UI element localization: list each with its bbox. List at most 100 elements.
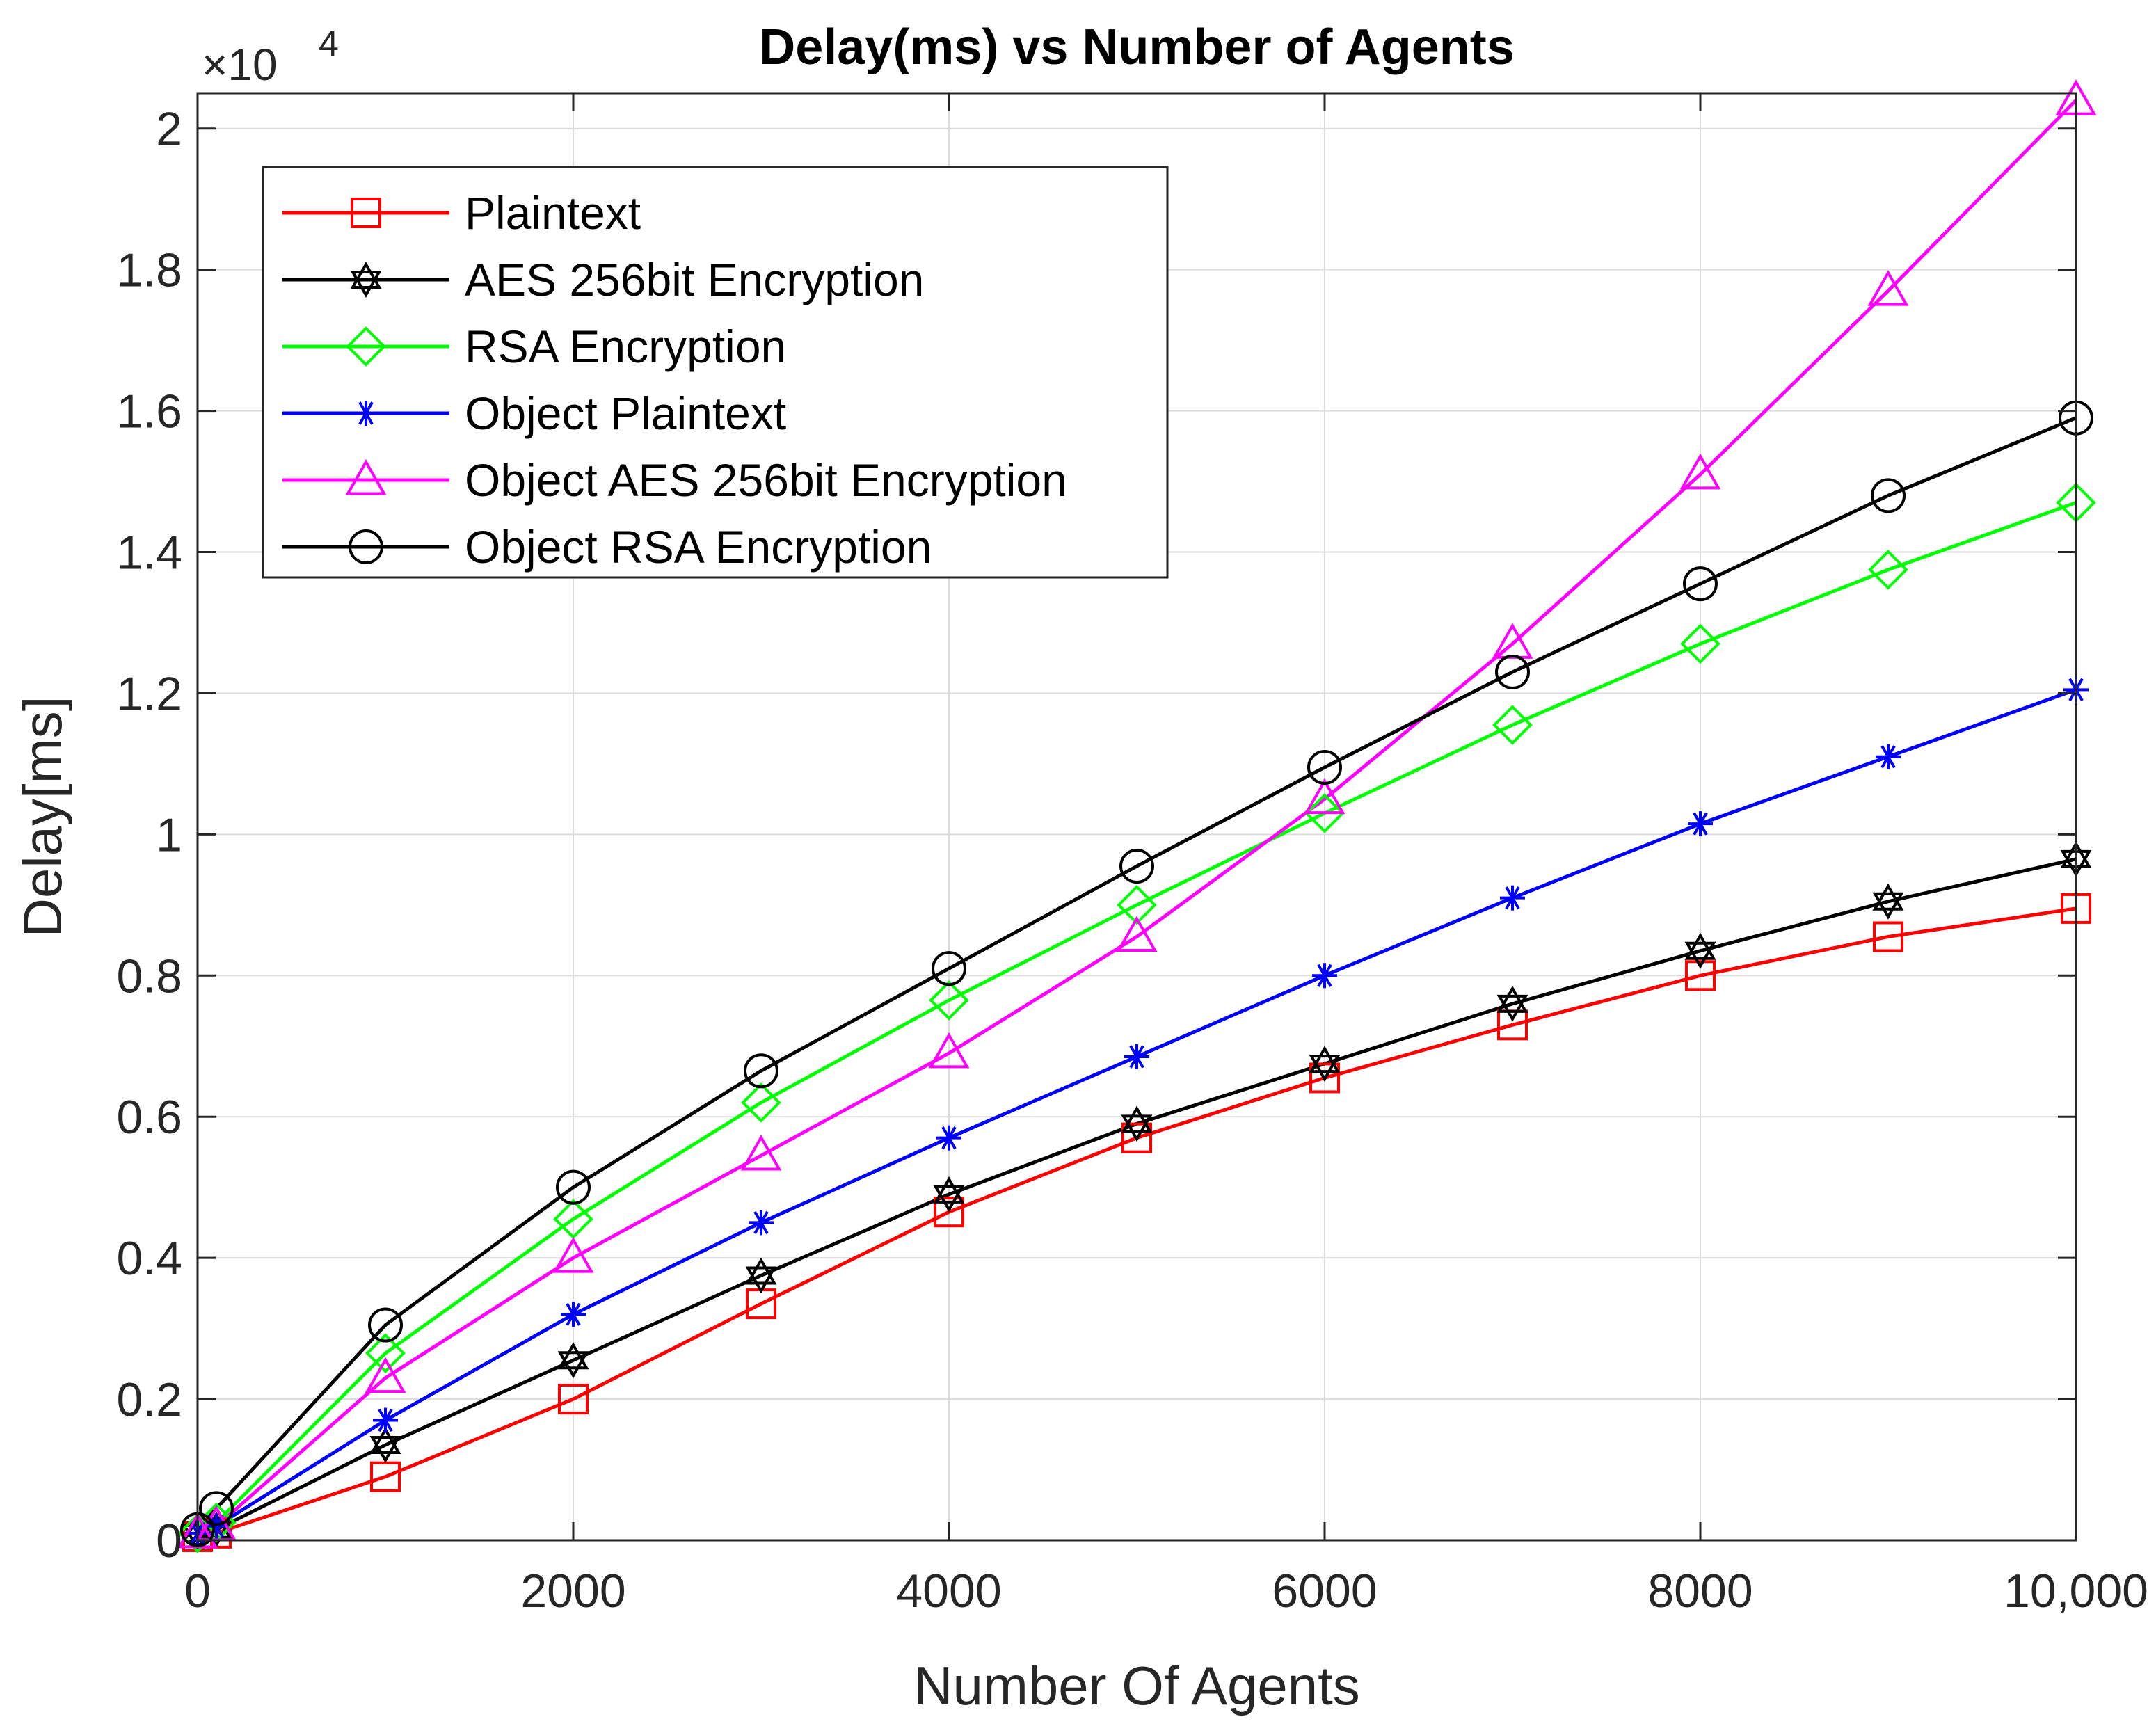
- series-line-5: [196, 416, 2077, 1531]
- data-point: [558, 1384, 589, 1415]
- data-point: [1500, 885, 1525, 911]
- data-point: [556, 1169, 591, 1205]
- data-point: [740, 1134, 782, 1171]
- y-tick-label: 0: [156, 1515, 182, 1567]
- data-point: [936, 1125, 961, 1151]
- data-point: [1685, 960, 1716, 991]
- data-point: [1873, 921, 1903, 952]
- legend-entry: RSA Encryption: [282, 321, 786, 372]
- legend-marker: [353, 401, 378, 426]
- data-point: [1304, 793, 1345, 833]
- y-tick-label: 0.6: [116, 1091, 182, 1144]
- data-point: [1867, 270, 1909, 306]
- legend-entry: Object RSA Encryption: [282, 521, 932, 573]
- x-tick-label: 4000: [896, 1565, 1001, 1617]
- x-tick-label: 10,000: [2004, 1565, 2148, 1617]
- legend-marker: [351, 198, 381, 228]
- hexagram-part: [1496, 985, 1528, 1013]
- chart-title: Delay(ms) vs Number of Agents: [759, 19, 1515, 75]
- data-point: [1871, 478, 1906, 513]
- hexagram-part: [369, 1436, 401, 1464]
- plot-frame: [196, 92, 2077, 1542]
- data-point: [1688, 811, 1713, 837]
- hexagram-part: [745, 1257, 777, 1285]
- y-axis-label: Delay[ms]: [12, 696, 73, 938]
- legend-label: Object Plaintext: [465, 387, 786, 439]
- y-tick-label: 0.2: [116, 1373, 182, 1426]
- data-point: [1119, 849, 1154, 884]
- x-axis-label: Number Of Agents: [913, 1655, 1360, 1716]
- data-point: [1309, 1062, 1340, 1094]
- x-tick-label: 6000: [1272, 1565, 1377, 1617]
- legend-box: [262, 166, 1169, 579]
- y-tick-label: 1: [156, 808, 182, 861]
- hexagram-part: [933, 1185, 965, 1213]
- y-tick-label: 1.2: [116, 667, 182, 720]
- data-point: [744, 1053, 778, 1089]
- hexagram-part: [1496, 994, 1528, 1022]
- y-tick-label: 1.8: [116, 244, 182, 297]
- data-point: [557, 1342, 589, 1379]
- data-point: [1309, 1046, 1341, 1082]
- data-point: [365, 1333, 406, 1373]
- legend-label: RSA Encryption: [465, 321, 786, 372]
- hexagram-part: [745, 1266, 777, 1294]
- hexagram-part: [1684, 932, 1716, 960]
- hexagram-part: [350, 261, 382, 289]
- hexagram-part: [350, 271, 382, 298]
- data-point: [741, 1082, 781, 1123]
- data-point: [1116, 916, 1158, 952]
- data-point: [552, 1237, 594, 1273]
- hexagram-part: [557, 1342, 589, 1370]
- data-point: [1872, 883, 1904, 920]
- hexagram-part: [1872, 883, 1904, 911]
- data-point: [1121, 1105, 1153, 1142]
- y-axis-exponent: ×10 4: [202, 24, 339, 90]
- hexagram-part: [557, 1351, 589, 1379]
- hexagram-part: [1309, 1046, 1341, 1073]
- data-point: [928, 1032, 970, 1069]
- data-point: [1680, 623, 1720, 664]
- data-point: [1684, 932, 1716, 969]
- hexagram-part: [369, 1427, 401, 1455]
- x-tick-label: 8000: [1647, 1565, 1752, 1617]
- data-point: [1304, 778, 1345, 815]
- y-tick-label: 2: [156, 103, 182, 156]
- hexagram-part: [1684, 941, 1716, 969]
- series-lines: [196, 99, 2077, 1539]
- data-point: [1679, 453, 1721, 490]
- hexagram-part: [1309, 1055, 1341, 1082]
- data-point: [933, 1176, 965, 1213]
- legend-marker: [350, 261, 382, 298]
- data-point: [932, 951, 966, 986]
- data-point: [368, 1307, 403, 1343]
- x-axis-ticks: 0 2000 4000 6000 8000 10,000: [184, 93, 2148, 1617]
- legend-label: AES 256bit Encryption: [465, 254, 924, 305]
- hexagram-part: [933, 1176, 965, 1204]
- legend-entry: Object AES 256bit Encryption: [282, 454, 1067, 506]
- x-tick-label: 0: [184, 1565, 211, 1617]
- data-point: [369, 1427, 401, 1464]
- legend-entry: Plaintext: [282, 187, 641, 239]
- data-point: [1492, 705, 1533, 745]
- y-exponent-base: ×10: [202, 40, 278, 90]
- series-markers: [177, 79, 2097, 1553]
- data-point: [1868, 550, 1908, 590]
- data-point: [199, 1491, 234, 1526]
- y-tick-label: 1.4: [116, 527, 182, 580]
- data-point: [373, 1407, 398, 1433]
- legend-marker: [349, 529, 383, 564]
- series-line-3: [197, 688, 2077, 1535]
- hexagram-part: [1121, 1105, 1153, 1133]
- y-tick-label: 0.4: [116, 1232, 182, 1285]
- series-line-2: [196, 501, 2077, 1535]
- y-tick-label: 0.8: [116, 950, 182, 1002]
- data-point: [934, 1197, 964, 1228]
- series-line-1: [197, 857, 2077, 1535]
- series-line-4: [197, 99, 2077, 1535]
- data-point: [749, 1210, 774, 1236]
- legend-entry: Object Plaintext: [282, 387, 786, 439]
- series-line-0: [197, 906, 2077, 1539]
- data-point: [1312, 963, 1337, 989]
